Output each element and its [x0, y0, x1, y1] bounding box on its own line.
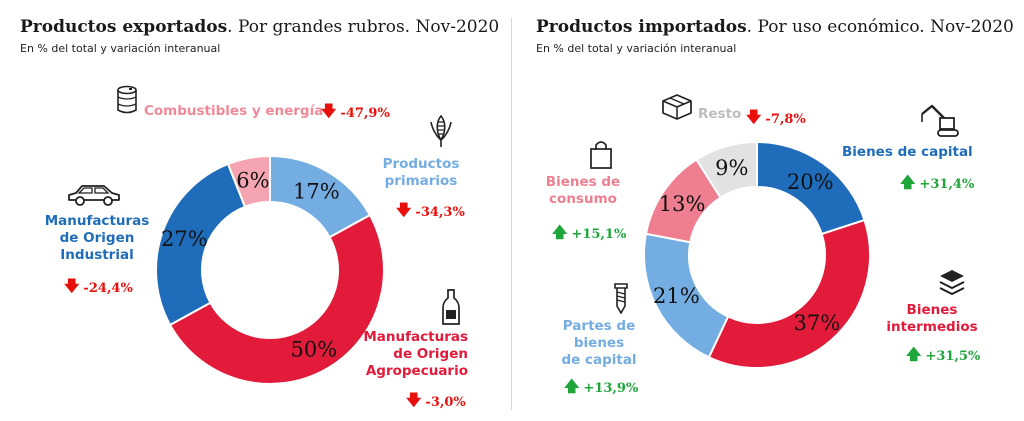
slice-combustibles: [226, 154, 271, 209]
slice-value-bienes-consumo: 13%: [659, 192, 706, 216]
exports-panel: Productos exportados. Por grandes rubros…: [20, 17, 500, 415]
change-combustibles: 🡇 -47,9%: [321, 101, 390, 126]
label-moi: Manufacturas de Origen Industrial: [44, 213, 150, 263]
label-bienes-consumo: Bienes de consumo: [545, 174, 621, 207]
arrow-up-icon: 🡅: [900, 173, 916, 191]
slice-resto: [695, 140, 758, 199]
label-bienes-intermedios: Bienes intermedios: [886, 302, 978, 335]
slice-value-bienes-capital: 20%: [787, 170, 834, 194]
arrow-down-icon: 🡇: [64, 277, 80, 295]
bottle-icon: [442, 289, 460, 325]
label-bienes-capital: Bienes de capital: [842, 144, 973, 160]
panel-divider: [511, 18, 512, 410]
arrow-down-icon: 🡇: [396, 201, 412, 219]
arrow-up-icon: 🡅: [906, 345, 922, 363]
change-bienes-consumo: 🡅 +15,1%: [552, 222, 626, 247]
slice-value-moi: 27%: [161, 227, 208, 251]
change-bienes-intermedios: 🡅 +31,5%: [906, 344, 980, 369]
imports-subtitle: En % del total y variación interanual: [536, 42, 737, 55]
shopping-bag-icon: [590, 141, 612, 169]
slice-bienes-intermedios: [707, 218, 871, 369]
crane-icon: [921, 104, 959, 137]
label-combustibles: Combustibles y energía: [144, 103, 324, 119]
exports-title: Productos exportados. Por grandes rubros…: [20, 17, 500, 37]
change-bienes-capital: 🡅 +31,4%: [900, 172, 974, 197]
label-primarios: Productos primarios: [382, 156, 460, 189]
oil-barrel-icon: [117, 85, 137, 114]
exports-donut-chart: 17% 50% 27% 6%: [155, 154, 385, 385]
change-partes-bienes-capital: 🡅 +13,9%: [564, 376, 638, 401]
label-partes-bienes-capital: Partes de bienes de capital: [561, 318, 637, 368]
change-moa: 🡇 -3,0%: [406, 390, 466, 415]
slice-value-productos-primarios: 17%: [293, 180, 340, 204]
label-resto: Resto: [698, 106, 742, 122]
arrow-down-icon: 🡇: [746, 108, 762, 126]
arrow-down-icon: 🡇: [406, 391, 422, 409]
imports-panel: Productos importados. Por uso económico.…: [512, 0, 1024, 421]
change-resto: 🡇 -7,8%: [746, 107, 806, 132]
arrow-up-icon: 🡅: [564, 377, 580, 395]
slice-value-combustibles: 6%: [236, 169, 269, 193]
arrow-up-icon: 🡅: [552, 223, 568, 241]
slice-value-partes-bienes-capital: 21%: [653, 284, 700, 308]
screw-icon: [614, 283, 628, 314]
change-moi: 🡇 -24,4%: [64, 276, 133, 301]
slice-moa: [168, 213, 385, 385]
slice-moi: [155, 162, 247, 327]
imports-donut-chart: 20% 37% 21% 13% 9%: [643, 140, 871, 369]
layers-icon: [939, 270, 965, 296]
arrow-down-icon: 🡇: [321, 102, 337, 120]
slice-value-moa: 50%: [290, 338, 337, 362]
slice-value-resto: 9%: [715, 156, 748, 180]
slice-value-bienes-intermedios: 37%: [794, 311, 841, 335]
car-icon: [68, 185, 120, 206]
label-moa: Manufacturas de Origen Agropecuario: [363, 329, 468, 379]
imports-title: Productos importados. Por uso económico.…: [536, 17, 1014, 37]
corn-icon: [430, 114, 452, 147]
change-primarios: 🡇 -34,3%: [396, 200, 465, 225]
box-icon: [662, 94, 692, 120]
exports-subtitle: En % del total y variación interanual: [20, 42, 221, 55]
